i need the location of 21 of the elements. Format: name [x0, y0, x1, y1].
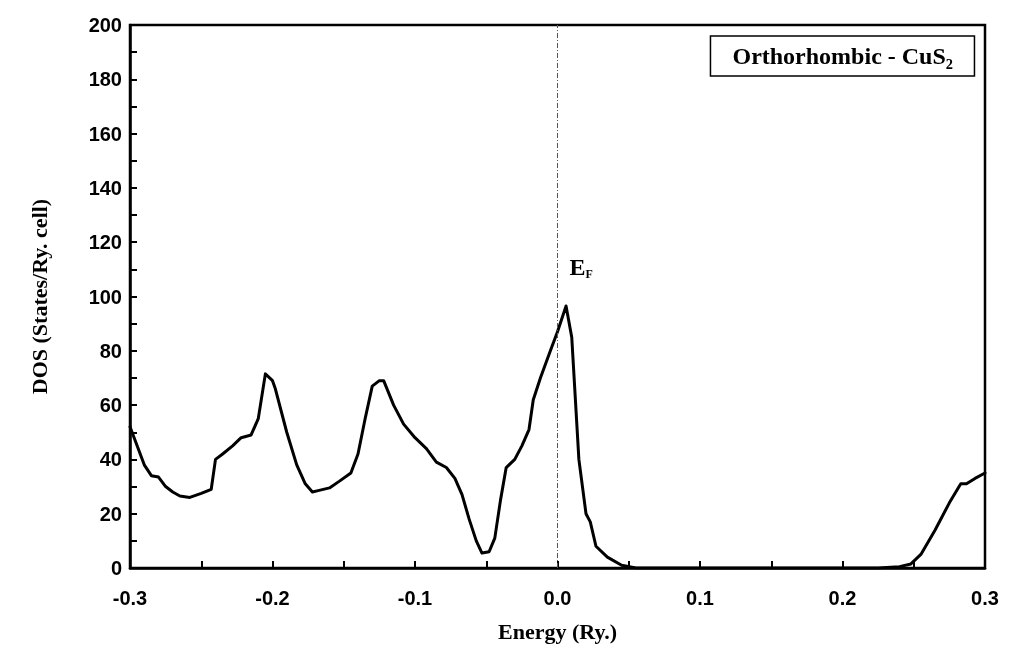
x-tick-label: -0.3	[112, 587, 148, 609]
y-tick-label: 40	[99, 448, 122, 471]
y-axis-title: DOS (States/Ry. cell)	[26, 198, 52, 395]
y-tick-label: 0	[110, 557, 122, 579]
x-tick-label: -0.2	[255, 587, 290, 609]
y-tick-label: 80	[99, 339, 122, 362]
y-tick-label: 180	[88, 68, 122, 91]
x-tick-label: 0.2	[828, 587, 857, 609]
x-tick-label: 0.0	[543, 587, 572, 609]
y-tick-label: 60	[99, 394, 122, 417]
y-tick-label: 120	[88, 231, 122, 254]
y-tick-label: 100	[88, 285, 122, 308]
y-tick-label: 160	[88, 122, 122, 145]
text: Orthorhombic - CuS₂	[732, 43, 954, 69]
y-tick-label: 20	[99, 502, 122, 525]
x-axis-title: Energy (Ry.)	[498, 618, 617, 644]
x-tick-label: 0.1	[686, 587, 714, 609]
x-tick-label: 0.3	[971, 587, 999, 609]
x-tick-label: -0.1	[397, 587, 433, 609]
y-tick-label: 140	[88, 176, 122, 199]
y-tick-label: 200	[88, 14, 122, 36]
